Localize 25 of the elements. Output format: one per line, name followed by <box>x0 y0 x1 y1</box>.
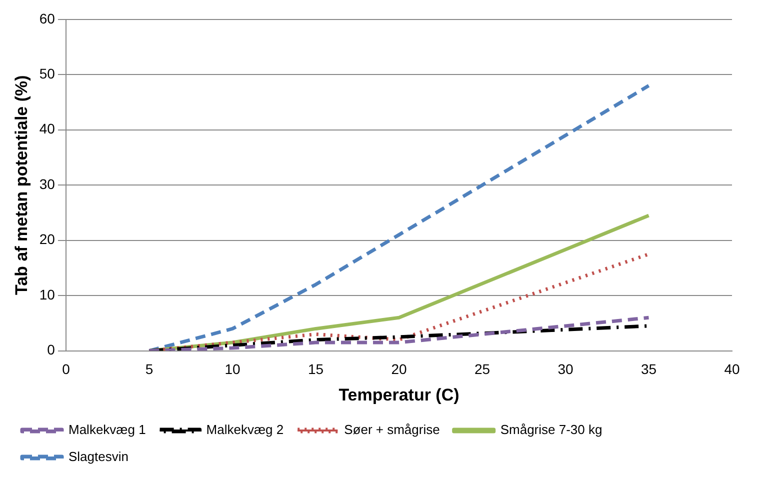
y-axis-title: Tab af metan potentiale (%) <box>12 75 31 295</box>
y-tick-label: 60 <box>39 10 56 26</box>
y-tick-label: 40 <box>39 120 56 137</box>
line-series <box>147 316 650 351</box>
legend-label: Smågrise 7-30 kg <box>500 422 602 438</box>
x-tick-label: 20 <box>391 361 407 378</box>
legend-label: Søer + smågrise <box>344 422 440 438</box>
y-tick-label: 20 <box>39 231 56 248</box>
y-tick-label: 10 <box>39 286 56 302</box>
x-tick-label: 0 <box>62 361 70 378</box>
x-tick-label: 5 <box>145 361 154 378</box>
line-series <box>147 84 650 351</box>
y-tick-label: 30 <box>39 176 56 192</box>
y-tick-label: 0 <box>47 342 56 358</box>
x-tick-label: 35 <box>640 361 657 378</box>
legend-label: Malkekvæg 2 <box>206 422 284 438</box>
y-tick-label: 50 <box>39 65 56 82</box>
x-tick-label: 30 <box>558 361 574 378</box>
x-tick-label: 10 <box>224 361 240 378</box>
x-axis-title: Temperatur (C) <box>338 385 460 404</box>
x-tick-label: 25 <box>474 361 490 378</box>
legend-label: Slagtesvin <box>68 449 128 464</box>
legend-label: Malkekvæg 1 <box>68 422 146 438</box>
x-tick-label: 40 <box>724 361 740 378</box>
x-tick-label: 15 <box>308 361 324 378</box>
